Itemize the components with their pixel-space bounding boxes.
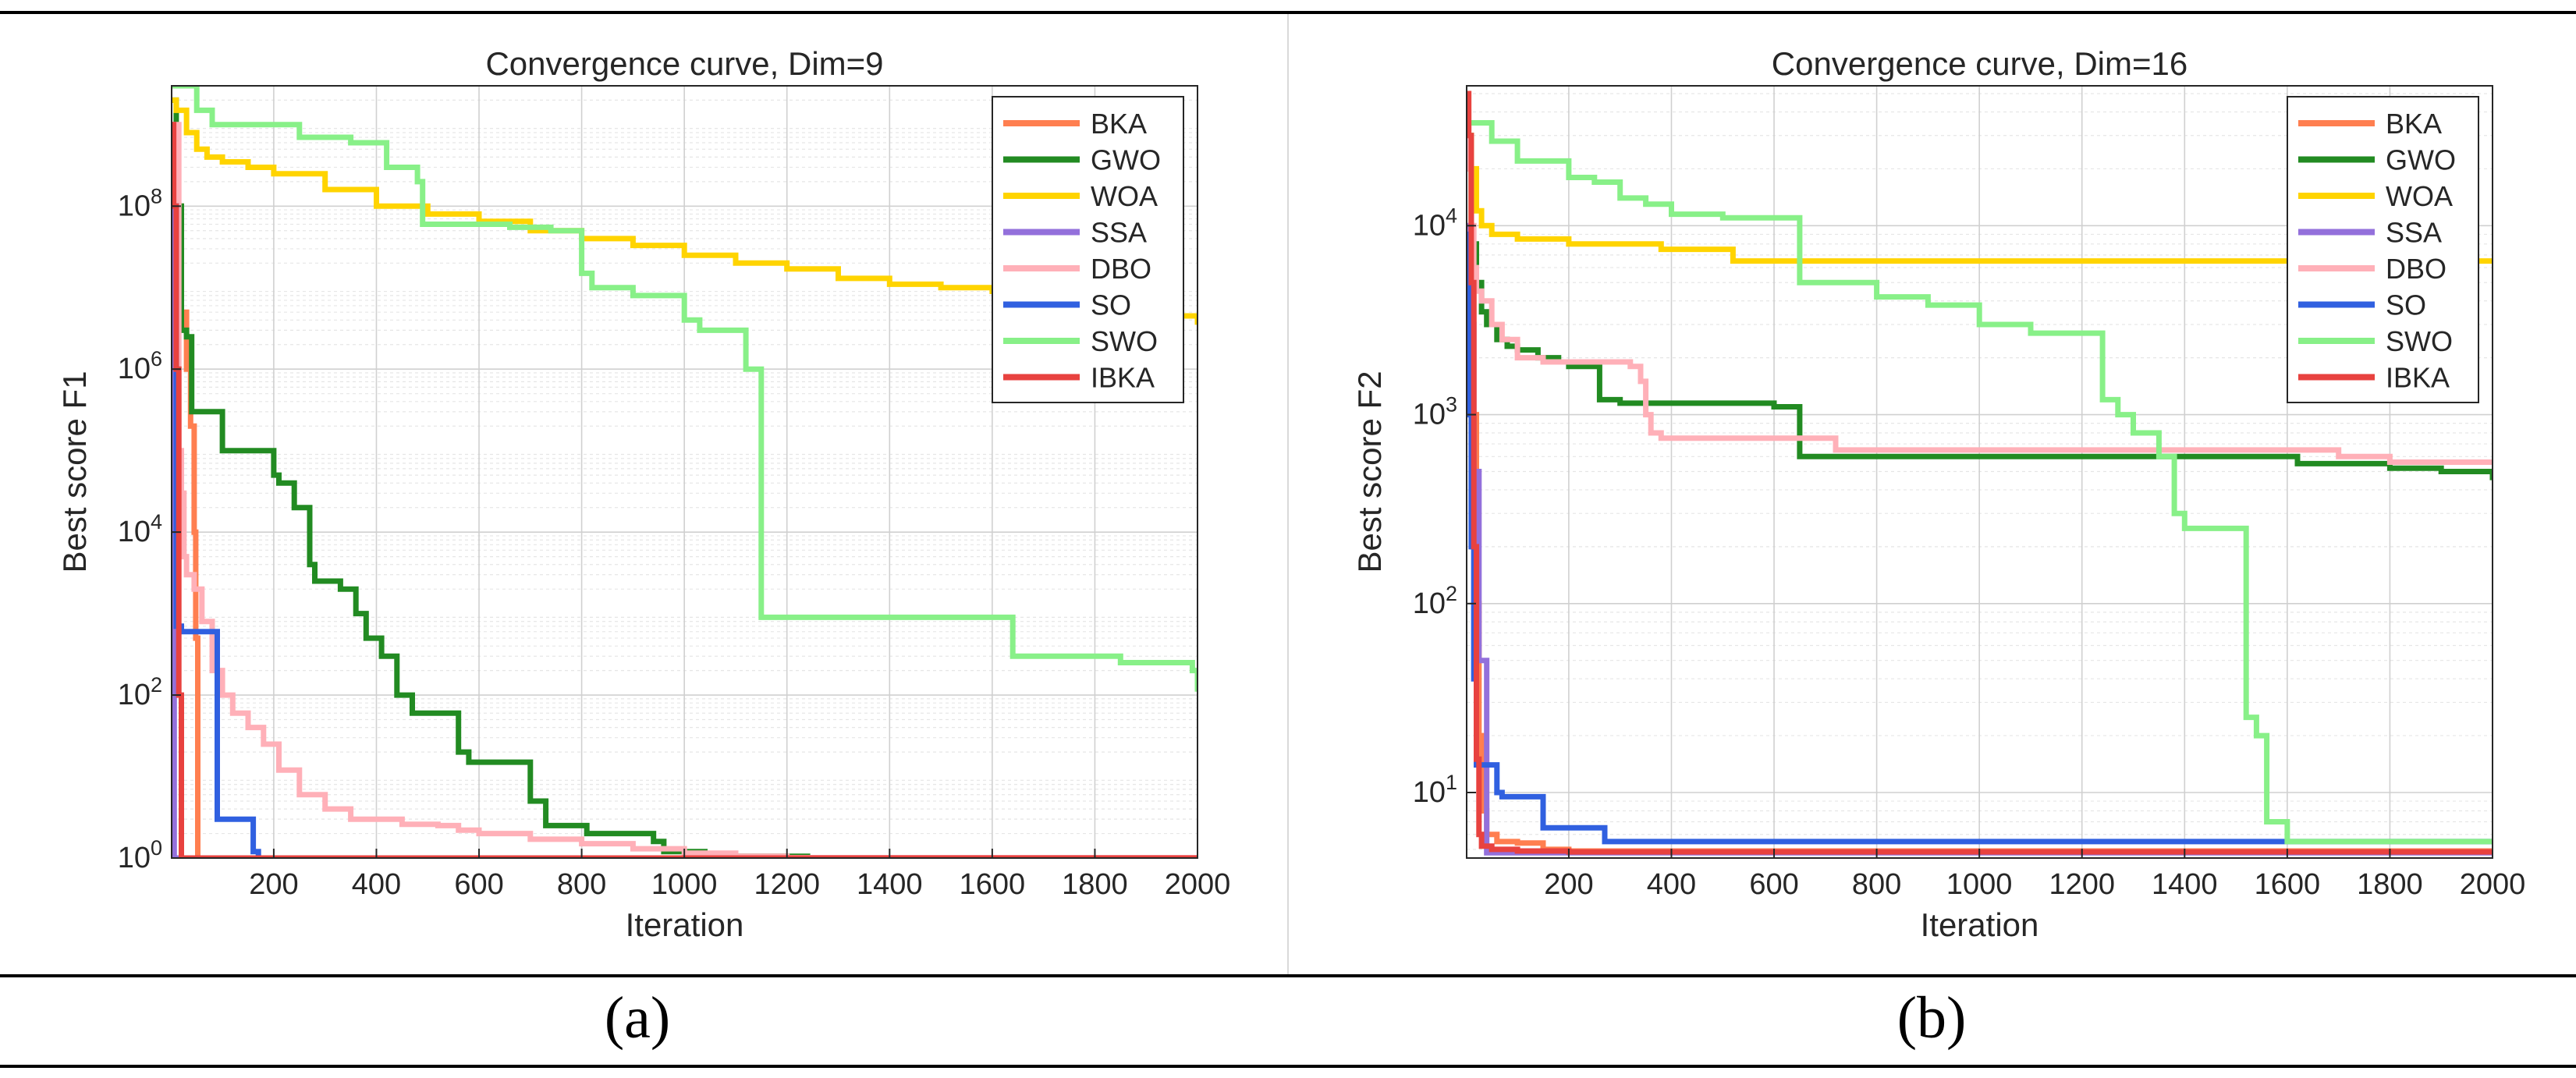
x-tick-label: 1800 <box>1062 868 1128 901</box>
legend-label-woa: WOA <box>1091 180 1158 212</box>
legend-label-so: SO <box>1091 289 1131 321</box>
legend-label-dbo: DBO <box>2386 253 2446 285</box>
y-ticks-b: 101 102 103 104 <box>1413 204 1476 809</box>
series-line-ibka <box>1467 90 2493 855</box>
legend-box <box>2287 96 2479 403</box>
legend-label-bka: BKA <box>2386 108 2442 140</box>
chart-title-b: Convergence curve, Dim=16 <box>1772 45 2187 82</box>
y-ticks-a: 100 102 104 106 108 <box>118 184 181 874</box>
x-tick-label: 1400 <box>857 868 923 901</box>
x-tick-label: 200 <box>1544 868 1593 901</box>
chart-panel-a: 200 400 600 800 1000 1200 1400 1600 1800 20001001… <box>56 45 1230 943</box>
series-line-dbo <box>1467 109 2493 465</box>
series-line-swo <box>1467 120 2493 845</box>
series-line-swo <box>172 86 1198 692</box>
x-axis-label-b: Iteration <box>1921 906 2039 943</box>
legend-a: BKA GWO WOA SSA DBO SO SWO IBKA <box>992 96 1184 403</box>
x-tick-label: 2000 <box>1165 868 1231 901</box>
x-tick-label: 200 <box>249 868 298 901</box>
series-line-woa <box>1467 133 2493 264</box>
x-tick-label: 800 <box>1852 868 1901 901</box>
series-line-gwo <box>1467 133 2493 480</box>
y-axis-label-b: Best score F2 <box>1351 371 1388 573</box>
legend-box <box>992 96 1184 403</box>
legend-label-woa: WOA <box>2386 180 2453 212</box>
x-tick-label: 400 <box>352 868 401 901</box>
x-tick-label: 600 <box>454 868 503 901</box>
x-tick-label: 1000 <box>651 868 718 901</box>
y-tick-label: 102 <box>1413 582 1457 620</box>
caption-b: (b) <box>1897 985 1967 1051</box>
x-axis-label-a: Iteration <box>626 906 744 943</box>
x-tick-label: 1000 <box>1946 868 2013 901</box>
x-ticks-b: 200 400 600 800 1000 1200 1400 1600 1800 2000 <box>1544 849 2525 901</box>
y-tick-label: 104 <box>1413 204 1457 242</box>
legend-label-ibka: IBKA <box>1091 362 1155 394</box>
y-tick-label: 100 <box>118 836 162 874</box>
legend-b: BKA GWO WOA SSA DBO SO SWO IBKA <box>2287 96 2479 403</box>
x-tick-label: 1800 <box>2357 868 2423 901</box>
legend-label-so: SO <box>2386 289 2426 321</box>
y-tick-label: 108 <box>118 184 162 222</box>
legend-label-ssa: SSA <box>1091 217 1147 249</box>
legend-label-swo: SWO <box>1091 325 1158 357</box>
y-tick-label: 103 <box>1413 393 1457 431</box>
y-axis-label-a: Best score F1 <box>56 371 93 573</box>
bottom-rule <box>0 1065 2576 1068</box>
x-tick-label: 1200 <box>2049 868 2115 901</box>
y-tick-label: 102 <box>118 673 162 711</box>
caption-a: (a) <box>604 985 671 1051</box>
series-group-b <box>1467 90 2493 856</box>
panel-divider <box>1287 14 1289 974</box>
legend-label-swo: SWO <box>2386 325 2453 357</box>
chart-panel-b: 200 400 600 800 1000 1200 1400 1600 1800 20001011… <box>1351 45 2525 943</box>
legend-label-gwo: GWO <box>2386 144 2456 176</box>
legend-label-bka: BKA <box>1091 108 1147 140</box>
caption-rule-top <box>0 974 2576 977</box>
series-line-gwo <box>172 97 811 858</box>
series-line-dbo <box>172 122 1198 858</box>
legend-label-ssa: SSA <box>2386 217 2442 249</box>
x-tick-label: 400 <box>1647 868 1696 901</box>
x-ticks-a: 200 400 600 800 1000 1200 1400 1600 1800 2000 <box>249 849 1230 901</box>
x-tick-label: 1600 <box>960 868 1026 901</box>
top-rule <box>0 11 2576 14</box>
x-tick-label: 1600 <box>2255 868 2321 901</box>
y-tick-label: 101 <box>1413 771 1457 809</box>
chart-title-a: Convergence curve, Dim=9 <box>485 45 883 82</box>
y-tick-label: 106 <box>118 347 162 385</box>
x-tick-label: 800 <box>557 868 606 901</box>
legend-label-gwo: GWO <box>1091 144 1161 176</box>
y-tick-label: 104 <box>118 510 162 548</box>
x-tick-label: 1200 <box>754 868 820 901</box>
x-tick-label: 2000 <box>2460 868 2526 901</box>
legend-label-ibka: IBKA <box>2386 362 2450 394</box>
x-tick-label: 1400 <box>2152 868 2218 901</box>
x-tick-label: 600 <box>1749 868 1798 901</box>
legend-label-dbo: DBO <box>1091 253 1151 285</box>
